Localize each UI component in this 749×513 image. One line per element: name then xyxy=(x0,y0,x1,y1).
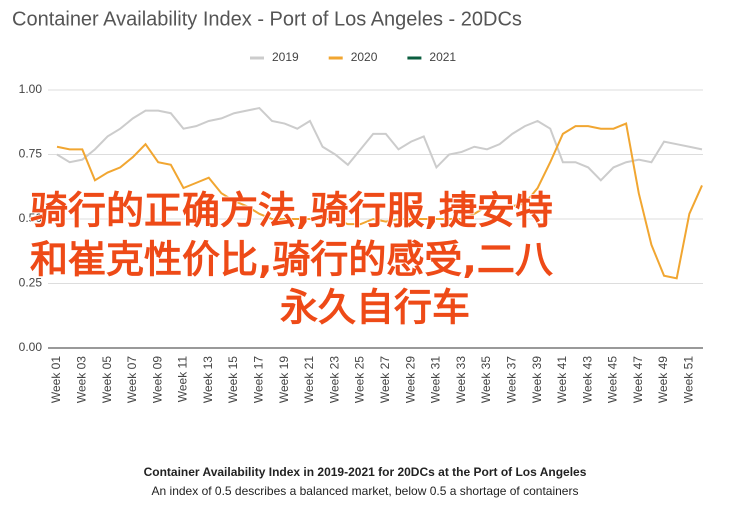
x-tick-label: Week 03 xyxy=(74,356,88,403)
x-tick-label: Week 41 xyxy=(555,356,569,403)
x-tick-label: Week 51 xyxy=(682,356,696,403)
x-tick-label: Week 23 xyxy=(327,356,341,403)
x-tick-label: Week 47 xyxy=(631,356,645,403)
x-tick-label: Week 15 xyxy=(226,356,240,403)
annotation: 永久自行车 xyxy=(280,286,470,330)
x-tick-label: Week 01 xyxy=(49,356,63,403)
annotation: 骑行的正确方法,骑行服,捷安特 xyxy=(30,189,553,233)
annotation: 和崔克性价比,骑行的感受,二八 xyxy=(30,238,554,282)
x-tick-label: Week 07 xyxy=(125,356,139,403)
x-tick-label: Week 19 xyxy=(277,356,291,403)
x-tick-label: Week 43 xyxy=(580,356,594,403)
y-tick-label: 1.00 xyxy=(19,82,43,96)
x-tick-label: Week 29 xyxy=(403,356,417,403)
x-tick-label: Week 45 xyxy=(606,356,620,403)
legend-label: 2021 xyxy=(429,50,456,64)
x-tick-label: Week 31 xyxy=(429,356,443,403)
x-tick-label: Week 35 xyxy=(479,356,493,403)
x-tick-label: Week 27 xyxy=(378,356,392,403)
legend-label: 2020 xyxy=(351,50,378,64)
line-series xyxy=(56,122,703,280)
y-tick-label: 0.75 xyxy=(19,147,43,161)
line-series xyxy=(56,106,703,182)
y-tick-label: 0.00 xyxy=(19,340,43,354)
x-tick-label: Week 25 xyxy=(353,356,367,403)
x-tick-label: Week 17 xyxy=(252,356,266,403)
chart-title: Container Availability Index - Port of L… xyxy=(12,8,522,30)
legend-label: 2019 xyxy=(272,50,299,64)
x-tick-label: Week 33 xyxy=(454,356,468,403)
x-tick-label: Week 21 xyxy=(302,356,316,403)
x-tick-label: Week 37 xyxy=(504,356,518,403)
x-tick-label: Week 49 xyxy=(656,356,670,403)
x-tick-label: Week 05 xyxy=(100,356,114,403)
x-tick-label: Week 11 xyxy=(176,356,190,403)
caption: Container Availability Index in 2019-202… xyxy=(144,465,587,479)
y-tick-label: 0.25 xyxy=(19,276,43,290)
y-tick-label: 0.50 xyxy=(19,211,43,225)
x-tick-label: Week 13 xyxy=(201,356,215,403)
x-tick-label: Week 09 xyxy=(150,356,164,403)
x-tick-label: Week 39 xyxy=(530,356,544,403)
subtitle: An index of 0.5 describes a balanced mar… xyxy=(152,484,579,498)
